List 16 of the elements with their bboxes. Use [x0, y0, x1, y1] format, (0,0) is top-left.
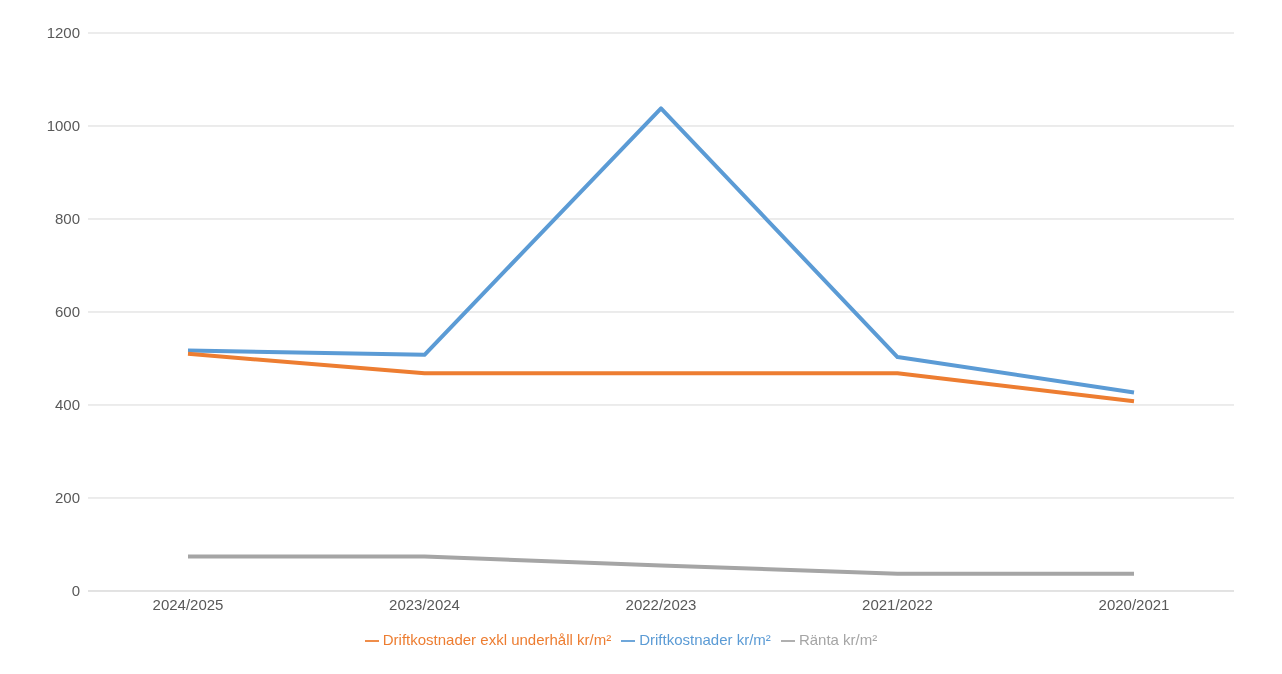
x-tick-label: 2023/2024 — [389, 595, 460, 613]
y-tick-label: 1200 — [46, 24, 80, 42]
y-tick-label: 800 — [54, 210, 80, 228]
legend-label: Driftkostnader exkl underhåll kr/m² — [382, 630, 612, 648]
y-tick-label: 600 — [54, 303, 80, 321]
y-tick-label: 200 — [54, 489, 80, 507]
legend-label: Driftkostnader kr/m² — [639, 630, 771, 648]
y-tick-label: 400 — [54, 396, 80, 414]
x-tick-label: 2020/2021 — [1098, 595, 1170, 613]
x-tick-label: 2024/2025 — [152, 595, 224, 613]
legend-label: Ränta kr/m² — [798, 630, 878, 648]
x-tick-label: 2022/2023 — [625, 595, 697, 613]
y-tick-label: 1000 — [46, 117, 80, 135]
y-tick-label: 0 — [71, 582, 80, 600]
x-tick-label: 2021/2022 — [862, 595, 933, 613]
line-series — [186, 106, 1136, 395]
